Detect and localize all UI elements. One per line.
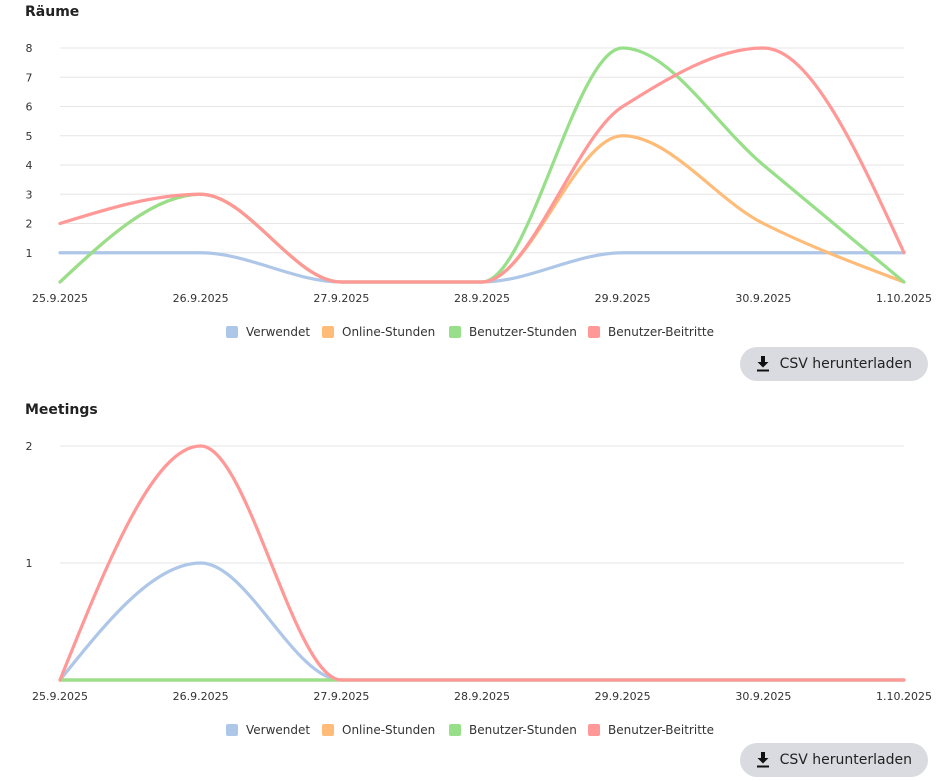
legend-swatch <box>226 326 238 338</box>
x-tick-label: 28.9.2025 <box>454 292 510 305</box>
download-icon <box>756 752 769 768</box>
x-tick-label: 26.9.2025 <box>173 292 229 305</box>
legend-item-label: Online-Stunden <box>342 723 435 737</box>
legend-swatch <box>226 724 238 736</box>
x-tick-label: 29.9.2025 <box>595 690 651 703</box>
legend-swatch <box>588 724 600 736</box>
x-tick-label: 27.9.2025 <box>313 690 369 703</box>
meetings-csv-download-label: CSV herunterladen <box>779 752 912 768</box>
x-tick-label: 29.9.2025 <box>595 292 651 305</box>
x-tick-label: 26.9.2025 <box>173 690 229 703</box>
y-tick-label: 3 <box>26 188 33 201</box>
meetings-csv-download-button[interactable]: CSV herunterladen <box>739 743 928 777</box>
meetings-chart: 1 2 25.9.2025 26.9.2025 27.9.2025 28.9.2025 29… <box>26 440 932 737</box>
legend-swatch <box>449 326 461 338</box>
x-tick-label: 30.9.2025 <box>735 292 791 305</box>
x-tick-label: 30.9.2025 <box>735 690 791 703</box>
x-tick-label: 1.10.2025 <box>876 690 932 703</box>
rooms-csv-download-button[interactable]: CSV herunterladen <box>739 347 928 381</box>
meetings-chart-title: Meetings <box>25 402 98 418</box>
legend-item-label: Benutzer-Beitritte <box>608 723 714 737</box>
legend-item-label: Benutzer-Beitritte <box>608 325 714 339</box>
y-tick-label: 4 <box>26 159 33 172</box>
y-tick-label: 5 <box>26 130 33 143</box>
legend-item-label: Benutzer-Stunden <box>469 723 577 737</box>
series-line-benutzer-beitritte <box>58 444 906 682</box>
rooms-chart: 1 2 3 4 5 6 7 8 25.9.2025 26.9.2025 27.9.2025 28.9.… <box>26 42 932 339</box>
y-tick-label: 8 <box>26 42 33 55</box>
legend-item-label: Benutzer-Stunden <box>469 325 577 339</box>
y-tick-label: 1 <box>26 247 33 260</box>
rooms-chart-title: Räume <box>25 4 80 20</box>
y-tick-label: 1 <box>26 557 33 570</box>
legend-item-label: Verwendet <box>246 325 310 339</box>
rooms-section: Räume 1 2 3 4 5 6 7 8 25.9.2025 26.9.2025 27.9.202… <box>25 4 932 381</box>
y-tick-label: 2 <box>26 440 33 453</box>
legend-item-label: Verwendet <box>246 723 310 737</box>
meetings-section: Meetings 1 2 25.9.2025 26.9.2025 27.9.2025 28… <box>0 398 952 781</box>
x-tick-label: 25.9.2025 <box>32 690 88 703</box>
legend-swatch <box>449 724 461 736</box>
y-tick-label: 6 <box>26 101 33 114</box>
rooms-csv-download-label: CSV herunterladen <box>779 356 912 372</box>
y-tick-label: 2 <box>26 218 33 231</box>
download-icon <box>756 356 769 372</box>
series-line-benutzer-beitritte <box>58 46 906 284</box>
legend-swatch <box>322 724 334 736</box>
y-tick-label: 7 <box>26 71 33 84</box>
series-line-online-stunden <box>58 134 906 284</box>
series-line-verwendet <box>58 561 906 682</box>
legend-swatch <box>322 326 334 338</box>
series-line-verwendet <box>58 251 906 284</box>
x-tick-label: 28.9.2025 <box>454 690 510 703</box>
x-tick-label: 27.9.2025 <box>313 292 369 305</box>
x-tick-label: 25.9.2025 <box>32 292 88 305</box>
x-tick-label: 1.10.2025 <box>876 292 932 305</box>
legend-item-label: Online-Stunden <box>342 325 435 339</box>
legend-swatch <box>588 326 600 338</box>
